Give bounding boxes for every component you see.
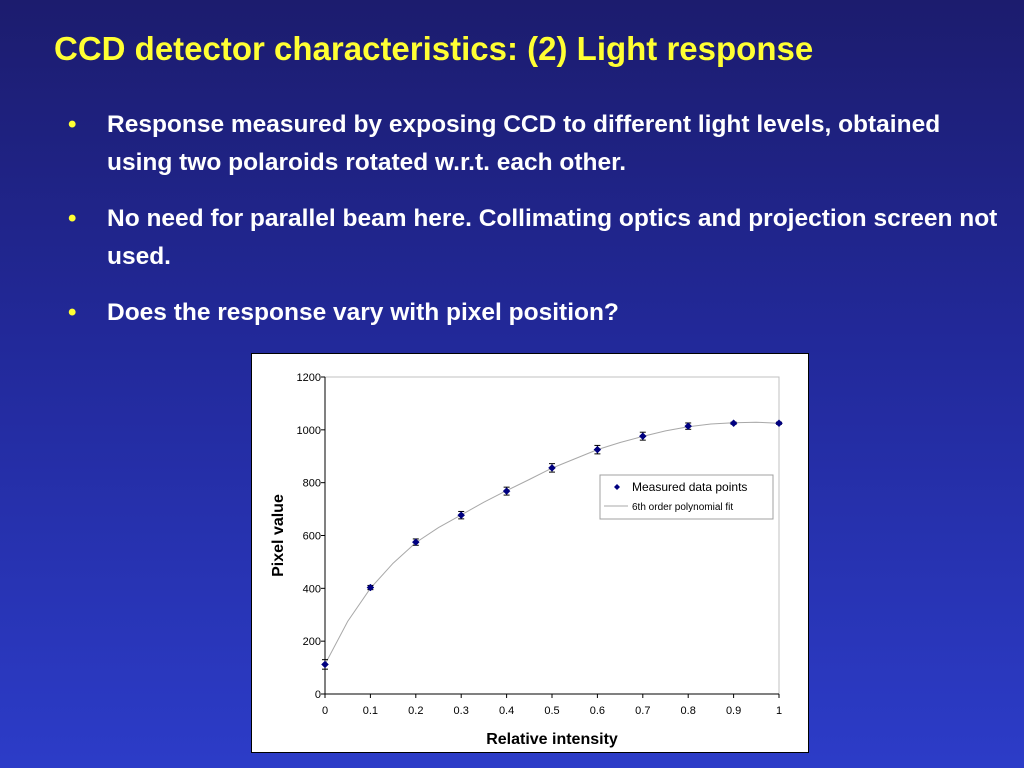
y-axis-label: Pixel value — [270, 494, 287, 577]
bullet-list: • Response measured by exposing CCD to d… — [68, 106, 1008, 350]
legend-label-fit: 6th order polynomial fit — [632, 502, 733, 513]
chart-svg: 0 0.1 0.2 0.3 0.4 0.5 0.6 0.7 0.8 0.9 1 0 200 400 600 8… — [270, 372, 783, 748]
plot-area — [324, 376, 780, 695]
data-point — [638, 432, 647, 441]
bullet-dot: • — [68, 299, 77, 326]
x-tick-label: 0.3 — [454, 705, 469, 717]
bullet-text: Does the response vary with pixel positi… — [107, 299, 619, 326]
slide-title: CCD detector characteristics: (2) Light … — [54, 30, 814, 67]
bullet-dot: • — [68, 205, 77, 232]
bullet-dot: • — [68, 111, 77, 138]
bullet-item: • No need for parallel beam here. Collim… — [68, 200, 1008, 276]
x-tick-label: 0.1 — [363, 705, 378, 717]
chart-frame: 0 0.1 0.2 0.3 0.4 0.5 0.6 0.7 0.8 0.9 1 0 200 400 600 8… — [251, 353, 809, 753]
data-point — [684, 422, 693, 430]
data-point — [502, 487, 511, 495]
y-tick-label: 200 — [303, 636, 321, 648]
bullet-text: No need for parallel beam here. Collimat… — [107, 205, 998, 270]
legend-box — [599, 474, 774, 520]
data-point — [366, 583, 375, 592]
data-point — [411, 538, 420, 546]
data-point — [593, 445, 602, 454]
data-point — [457, 511, 466, 520]
y-tick-label: 400 — [303, 583, 321, 595]
x-tick-label: 0 — [322, 705, 328, 717]
x-tick-label: 0.7 — [635, 705, 650, 717]
y-tick-label: 800 — [303, 478, 321, 490]
data-point — [321, 660, 329, 669]
x-tick-label: 0.2 — [408, 705, 423, 717]
bullet-item: • Response measured by exposing CCD to d… — [68, 106, 1008, 182]
x-tick-label: 0.8 — [681, 705, 696, 717]
y-tick-label: 600 — [303, 531, 321, 543]
x-axis-label: Relative intensity — [486, 731, 618, 748]
x-tick-label: 0.4 — [499, 705, 514, 717]
data-point — [729, 419, 738, 428]
y-tick-label: 0 — [315, 689, 321, 701]
x-tick-label: 0.5 — [544, 705, 559, 717]
legend-label-measured: Measured data points — [632, 480, 747, 494]
y-tick-label: 1200 — [297, 372, 321, 384]
data-point — [548, 464, 556, 472]
legend-marker-measured — [614, 484, 620, 490]
y-tick-label: 1000 — [297, 425, 321, 437]
bullet-text: Response measured by exposing CCD to dif… — [107, 111, 941, 176]
fit-line — [324, 421, 780, 665]
x-tick-label: 1 — [776, 705, 782, 717]
x-tick-label: 0.9 — [726, 705, 741, 717]
data-point — [775, 419, 783, 428]
bullet-item: • Does the response vary with pixel posi… — [68, 294, 1008, 332]
x-tick-label: 0.6 — [590, 705, 605, 717]
